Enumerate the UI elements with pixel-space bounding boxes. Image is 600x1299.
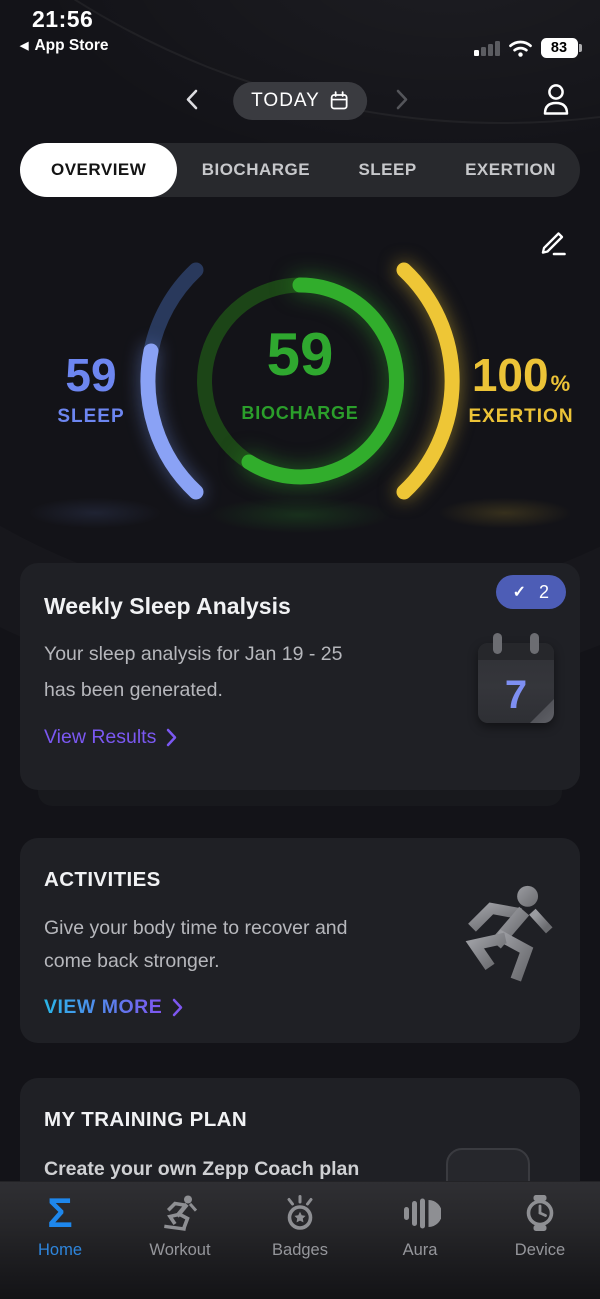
calendar-icon [330,91,348,110]
tab-exertion[interactable]: EXERTION [441,143,580,197]
badges-medal-icon [287,1195,313,1230]
chevron-left-icon [186,89,198,110]
view-results-link[interactable]: View Results [44,726,177,749]
nav-home-label: Home [37,1241,82,1259]
nav-device[interactable]: Device [480,1190,600,1299]
tab-sleep[interactable]: SLEEP [334,143,440,197]
biocharge-ring-fill [241,277,404,485]
date-navigation: TODAY [0,80,600,122]
date-label: TODAY [251,90,320,111]
exertion-score: 100 [471,349,549,401]
device-watch-icon [526,1195,554,1231]
bottom-navigation: Σ Home Workout [0,1181,600,1299]
view-results-label: View Results [44,726,157,748]
wifi-icon [508,40,532,57]
exertion-label: EXERTION [468,406,574,428]
exertion-unit: % [550,371,571,396]
runner-icon [463,885,553,985]
tab-biocharge[interactable]: BIOCHARGE [178,143,334,197]
check-icon: ✓ [512,584,526,601]
sleep-arc-fill [140,343,204,500]
card-title: MY TRAINING PLAN [44,1108,248,1131]
card-body: Your sleep analysis for Jan 19 - 25 has b… [44,643,343,701]
view-more-link[interactable]: VIEW MORE [44,996,183,1019]
nav-aura[interactable]: Aura [360,1190,480,1299]
nav-badges[interactable]: Badges [240,1190,360,1299]
battery-icon: 83 [540,38,582,58]
clock-time: 21:56 [32,6,94,32]
back-to-app-store[interactable]: ◀ App Store [20,37,109,55]
nav-workout[interactable]: Workout [120,1190,240,1299]
calendar-week-icon: 7 [478,633,554,723]
profile-button[interactable] [538,81,574,122]
badge-count: 2 [538,581,549,602]
aura-waves-icon [404,1198,441,1229]
card-title: Weekly Sleep Analysis [44,593,291,619]
status-bar: 21:56 ◀ App Store 83 [0,0,600,74]
chevron-right-icon [167,728,177,747]
section-tabs: OVERVIEW BIOCHARGE SLEEP EXERTION [20,143,580,197]
pencil-edit-icon [541,232,566,256]
back-app-label: App Store [34,37,109,54]
person-icon [543,84,569,115]
tab-overview[interactable]: OVERVIEW [20,143,178,197]
edit-button[interactable] [532,219,576,266]
next-day-button[interactable] [392,85,412,117]
card-body: Give your body time to recover and come b… [44,917,348,972]
chevron-right-icon [396,89,408,110]
workout-runner-icon [164,1195,198,1231]
stacked-card-peek[interactable] [38,790,562,806]
cellular-signal-icon [474,40,500,56]
date-selector-button[interactable]: TODAY [233,82,367,120]
gauge-arcs [140,262,460,500]
calendar-day-number: 7 [504,673,528,717]
sleep-label: SLEEP [57,406,125,428]
nav-badges-label: Badges [272,1241,328,1259]
activities-card[interactable]: ACTIVITIES Give your body time to recove… [20,838,580,1043]
exertion-gauge-readout[interactable]: 100% EXERTION [456,351,586,428]
biocharge-label: BIOCHARGE [241,403,359,423]
nav-aura-label: Aura [402,1241,438,1259]
battery-percent: 83 [540,38,578,58]
sleep-score: 59 [65,349,117,401]
exertion-arc-fill [396,262,460,500]
biocharge-ring-track [197,277,308,470]
back-triangle-icon: ◀ [20,39,29,52]
gauge-section: 59 SLEEP 59 BIOCHARGE 100% EXERTION [0,213,600,563]
chevron-right-icon [173,998,183,1017]
nav-home[interactable]: Σ Home [0,1190,120,1299]
weekly-sleep-analysis-card[interactable]: ✓ 2 Weekly Sleep Analysis Your sleep ana… [20,563,580,790]
view-more-label: VIEW MORE [44,996,163,1018]
notification-count-badge: ✓ 2 [495,575,566,609]
nav-device-label: Device [514,1241,566,1259]
zepp-logo-icon: Σ [47,1189,73,1236]
biocharge-score: 59 [266,321,334,388]
card-title: ACTIVITIES [44,868,161,891]
nav-workout-label: Workout [149,1241,211,1259]
sleep-arc-track [143,262,204,359]
sleep-gauge-readout[interactable]: 59 SLEEP [36,351,146,428]
previous-day-button[interactable] [182,85,202,117]
